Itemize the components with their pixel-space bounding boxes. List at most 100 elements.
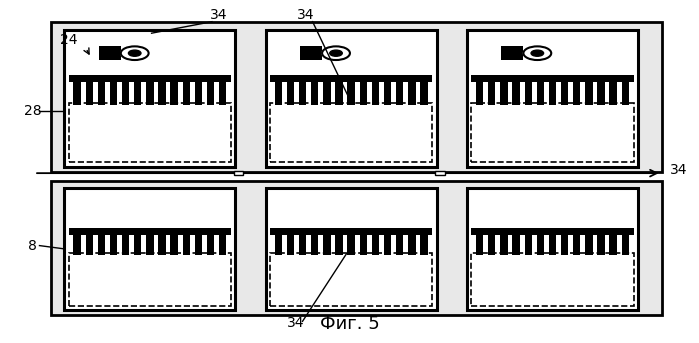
Bar [549,82,556,105]
Bar [99,46,121,60]
Bar [311,235,319,255]
Bar [207,82,214,105]
Bar [73,235,80,255]
Bar [69,228,231,235]
Bar [64,188,236,310]
Bar [69,253,231,306]
Bar [146,82,154,105]
Text: 34: 34 [670,163,688,177]
Bar [512,235,520,255]
Bar [134,82,141,105]
Bar [561,235,568,255]
Bar [524,235,532,255]
Bar [384,235,391,255]
Bar [146,235,154,255]
Bar [420,235,428,255]
Bar [585,235,593,255]
Bar [270,253,433,306]
Bar [408,235,415,255]
Bar [500,235,507,255]
Bar [122,235,129,255]
Bar [69,34,231,75]
Bar [467,188,638,310]
Text: 34: 34 [287,316,305,330]
Bar [98,82,105,105]
Circle shape [330,50,343,56]
Bar [73,82,80,105]
Bar [476,235,483,255]
Bar [476,82,483,105]
Bar [182,235,190,255]
Bar [512,82,520,105]
Bar [471,103,634,163]
Bar [585,82,593,105]
Bar [266,188,437,310]
Bar [549,235,556,255]
Bar [621,82,629,105]
Bar [287,82,294,105]
Text: 34: 34 [210,8,227,22]
Bar [98,235,105,255]
Bar [336,235,343,255]
Bar [598,82,605,105]
Circle shape [322,46,350,60]
Bar [270,103,433,163]
Bar [360,82,367,105]
Bar [159,235,166,255]
Bar [270,75,433,82]
Bar [488,82,496,105]
Bar [336,82,343,105]
Text: Фиг. 5: Фиг. 5 [319,315,380,333]
Text: 24: 24 [60,33,78,47]
Bar [110,235,117,255]
Bar [287,235,294,255]
Circle shape [524,46,552,60]
Text: 8: 8 [29,239,37,252]
Bar [435,171,445,176]
Bar [51,181,661,315]
Bar [195,235,202,255]
Bar [396,235,403,255]
Bar [396,82,403,105]
Bar [159,82,166,105]
Bar [270,34,433,75]
Bar [171,82,178,105]
Bar [311,82,319,105]
Bar [347,235,355,255]
Bar [299,82,306,105]
Text: 28: 28 [24,104,41,118]
Bar [69,103,231,163]
Bar [69,75,231,82]
Bar [171,235,178,255]
Bar [64,30,236,167]
Bar [573,82,580,105]
Bar [360,235,367,255]
Bar [299,235,306,255]
Bar [537,82,544,105]
Bar [195,82,202,105]
Circle shape [531,50,544,56]
Bar [85,82,93,105]
Bar [467,30,638,167]
Bar [122,82,129,105]
Bar [501,46,524,60]
Bar [270,228,433,235]
Bar [610,235,617,255]
Bar [275,82,282,105]
Bar [524,82,532,105]
Bar [471,192,634,228]
Circle shape [129,50,141,56]
Bar [420,82,428,105]
Bar [110,82,117,105]
Bar [384,82,391,105]
Bar [408,82,415,105]
Bar [537,235,544,255]
Text: 34: 34 [297,8,315,22]
Bar [134,235,141,255]
Bar [219,235,226,255]
Bar [207,235,214,255]
Bar [275,235,282,255]
Bar [219,82,226,105]
Bar [323,235,331,255]
Bar [85,235,93,255]
